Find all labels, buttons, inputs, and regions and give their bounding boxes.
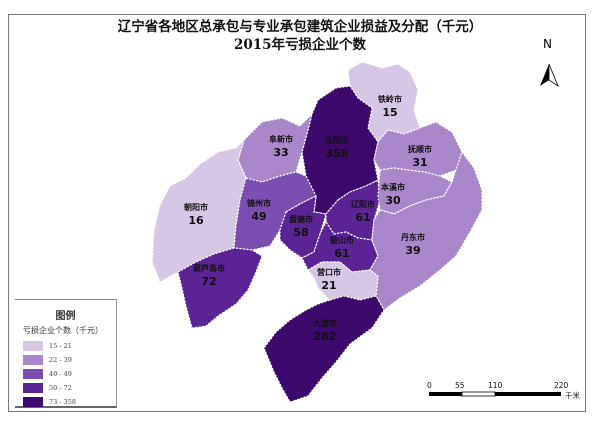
legend-label: 40 - 49 — [49, 370, 72, 378]
region-name-label: 盘锦市 — [289, 214, 313, 224]
scale-tick: 55 — [455, 381, 465, 390]
legend-swatch — [23, 383, 43, 393]
region-yingkou[interactable] — [307, 261, 379, 301]
region-name-label: 鞍山市 — [330, 235, 354, 245]
region-value-label: 33 — [273, 146, 288, 159]
scale-tick: 0 — [427, 381, 432, 390]
legend-label: 22 - 39 — [49, 356, 72, 364]
region-name-label: 抚顺市 — [408, 144, 432, 154]
north-label: N — [543, 37, 552, 51]
region-value-label: 72 — [201, 275, 216, 288]
region-name-label: 本溪市 — [380, 182, 405, 192]
legend-item: 40 - 49 — [23, 367, 116, 381]
region-name-label: 锦州市 — [247, 198, 271, 208]
north-arrow-icon — [540, 63, 559, 88]
region-value-label: 21 — [321, 279, 336, 292]
region-value-label: 39 — [405, 244, 420, 257]
map-subtitle: 2015年亏损企业个数 — [233, 37, 367, 53]
legend-item: 73 - 358 — [23, 395, 116, 409]
legend-swatch — [23, 369, 43, 379]
region-value-label: 61 — [334, 247, 349, 260]
legend-subtitle: 亏损企业个数（千元） — [23, 326, 103, 335]
region-dalian[interactable] — [263, 295, 385, 403]
legend-item: 50 - 72 — [23, 381, 116, 395]
region-name-label: 营口市 — [317, 267, 341, 277]
scale-unit: 千米 — [565, 391, 580, 400]
legend-label: 50 - 72 — [49, 384, 72, 392]
legend-title: 图例 — [55, 311, 76, 322]
legend-swatch — [23, 397, 43, 407]
scale-tick: 220 — [554, 381, 569, 390]
region-value-label: 16 — [188, 214, 204, 227]
region-name-label: 阜新市 — [269, 134, 293, 144]
region-name-label: 大连市 — [313, 318, 337, 328]
region-name-label: 朝阳市 — [184, 202, 208, 212]
legend-item: 22 - 39 — [23, 353, 116, 367]
scale-tick: 110 — [488, 381, 503, 390]
map-frame — [8, 14, 586, 412]
region-value-label: 49 — [251, 210, 266, 223]
region-value-label: 282 — [314, 330, 337, 343]
legend-label: 15 - 21 — [49, 342, 72, 350]
region-value-label: 31 — [412, 156, 427, 169]
legend: 图例 亏损企业个数（千元） 15 - 21 22 - 39 40 - 49 50 - … — [15, 299, 117, 408]
region-value-label: 30 — [385, 194, 401, 207]
legend-swatch — [23, 341, 43, 351]
region-name-label: 葫芦岛市 — [193, 263, 225, 273]
region-value-label: 58 — [293, 226, 308, 239]
region-chaoyang[interactable] — [151, 139, 247, 283]
map-title: 辽宁省各地区总承包与专业承包建筑企业损益及分配（千元） — [117, 19, 483, 35]
region-huludao[interactable] — [177, 247, 263, 329]
region-value-label: 15 — [382, 106, 397, 119]
legend-swatch — [23, 355, 43, 365]
region-value-label: 358 — [326, 147, 349, 160]
region-name-label: 沈阳市 — [325, 135, 349, 145]
scale-bar — [429, 391, 561, 397]
region-name-label: 辽阳市 — [351, 199, 375, 209]
legend-label: 73 - 358 — [49, 398, 77, 406]
region-fuxin[interactable] — [237, 112, 314, 183]
region-name-label: 丹东市 — [400, 232, 425, 242]
region-value-label: 61 — [355, 211, 370, 224]
legend-item: 15 - 21 — [23, 339, 116, 353]
region-name-label: 铁岭市 — [378, 94, 402, 104]
